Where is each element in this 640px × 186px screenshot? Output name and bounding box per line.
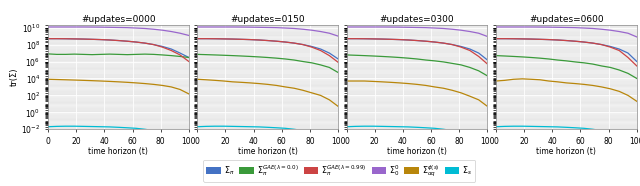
Title: #updates=0600: #updates=0600	[529, 15, 604, 24]
Title: #updates=0150: #updates=0150	[230, 15, 305, 24]
Title: #updates=0300: #updates=0300	[380, 15, 454, 24]
X-axis label: time horizon (t): time horizon (t)	[88, 147, 148, 156]
X-axis label: time horizon (t): time horizon (t)	[536, 147, 596, 156]
Y-axis label: tr(Σ): tr(Σ)	[10, 68, 19, 86]
X-axis label: time horizon (t): time horizon (t)	[387, 147, 447, 156]
X-axis label: time horizon (t): time horizon (t)	[238, 147, 298, 156]
Legend: $\Sigma_\pi$, $\Sigma_\pi^{GAE(\lambda=0.0)}$, $\Sigma_\pi^{GAE(\lambda=0.99)}$,: $\Sigma_\pi$, $\Sigma_\pi^{GAE(\lambda=0…	[203, 160, 476, 182]
Title: #updates=0000: #updates=0000	[81, 15, 156, 24]
